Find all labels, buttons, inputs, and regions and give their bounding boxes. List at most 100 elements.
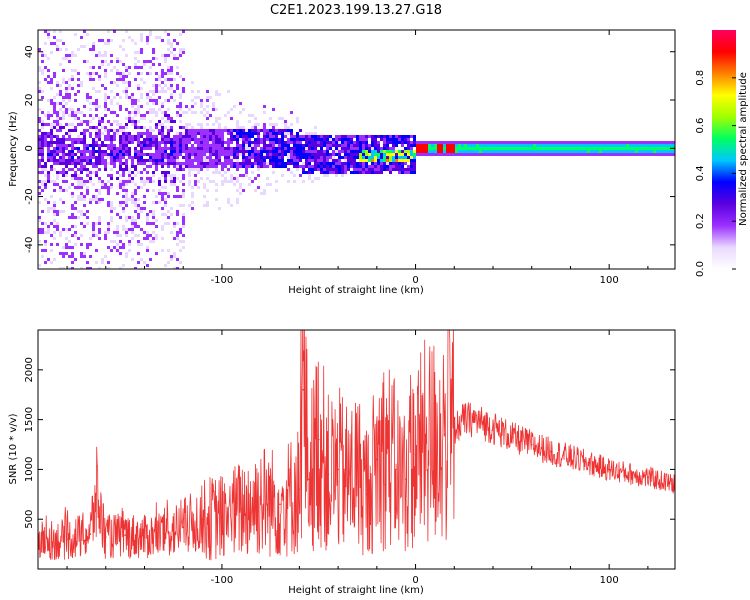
spectrogram-cell <box>200 177 203 180</box>
spectrogram-cell <box>137 135 140 138</box>
spectrogram-cell <box>38 105 41 108</box>
spectrogram-cell <box>77 237 80 240</box>
spectrogram-cell <box>44 78 47 81</box>
spectrogram-cell <box>401 138 404 141</box>
spectrogram-cell <box>236 144 239 147</box>
spectrogram-cell <box>236 162 239 165</box>
spectrogram-cell <box>65 171 68 174</box>
spectrogram-cell <box>71 255 74 258</box>
spectrogram-cell <box>227 198 230 201</box>
spectrogram-cell <box>446 150 449 153</box>
spectrogram-cell <box>629 141 632 144</box>
spectrogram-cell <box>272 153 275 156</box>
spectrogram-cell <box>149 126 152 129</box>
spectrogram-cell <box>125 150 128 153</box>
spectrogram-cell <box>275 156 278 159</box>
spectrogram-cell <box>116 69 119 72</box>
spectrogram-cell <box>515 141 518 144</box>
spectrogram-cell <box>455 159 458 162</box>
spectrogram-cell <box>83 60 86 63</box>
spectrogram-cell <box>575 147 578 150</box>
spectrogram-cell <box>665 144 668 147</box>
spectrogram-cell <box>335 165 338 168</box>
spectrogram-cell <box>407 138 410 141</box>
spectrogram-cell <box>185 165 188 168</box>
spectrogram-cell <box>380 165 383 168</box>
spectrogram-cell <box>191 156 194 159</box>
spectrogram-cell <box>143 114 146 117</box>
spectrogram-cell <box>104 129 107 132</box>
spectrogram-cell <box>203 147 206 150</box>
spectrogram-cell <box>62 198 65 201</box>
spectrogram-cell <box>218 135 221 138</box>
spectrogram-cell <box>221 123 224 126</box>
spectrogram-cell <box>212 114 215 117</box>
spectrogram-cell <box>653 150 656 153</box>
spectrogram-cell <box>599 135 602 138</box>
spectrogram-cell <box>155 267 158 269</box>
spectrogram-cell <box>89 177 92 180</box>
spectrogram-cell <box>218 144 221 147</box>
spectrogram-cell <box>359 165 362 168</box>
spectrogram-cell <box>212 174 215 177</box>
spectrogram-cell <box>554 156 557 159</box>
spectrogram-x-tick-label: 100 <box>600 275 619 286</box>
spectrogram-cell <box>110 249 113 252</box>
spectrogram-cell <box>266 141 269 144</box>
spectrogram-cell <box>494 147 497 150</box>
spectrogram-cell <box>98 117 101 120</box>
spectrogram-cell <box>62 189 65 192</box>
spectrogram-cell <box>323 153 326 156</box>
spectrogram-cell <box>53 120 56 123</box>
spectrogram-cell <box>173 174 176 177</box>
spectrogram-cell <box>227 159 230 162</box>
spectrogram-cell <box>212 153 215 156</box>
spectrogram-cell <box>158 90 161 93</box>
spectrogram-cell <box>650 147 653 150</box>
spectrogram-cell <box>167 114 170 117</box>
spectrogram-cell <box>119 201 122 204</box>
spectrogram-cell <box>530 144 533 147</box>
spectrogram-cell <box>92 48 95 51</box>
spectrogram-cell <box>149 144 152 147</box>
spectrogram-cell <box>602 144 605 147</box>
spectrogram-cell <box>233 162 236 165</box>
spectrogram-cell <box>53 99 56 102</box>
spectrogram-cell <box>374 141 377 144</box>
spectrogram-cell <box>329 144 332 147</box>
spectrogram-cell <box>137 141 140 144</box>
spectrogram-cell <box>134 57 137 60</box>
spectrogram-cell <box>536 144 539 147</box>
spectrogram-cell <box>212 171 215 174</box>
spectrogram-cell <box>92 183 95 186</box>
spectrogram-cell <box>122 180 125 183</box>
spectrogram-cell <box>101 60 104 63</box>
spectrogram-cell <box>95 159 98 162</box>
spectrogram-cell <box>218 93 221 96</box>
spectrogram-cell <box>89 78 92 81</box>
spectrogram-cell <box>203 156 206 159</box>
spectrogram-cell <box>41 120 44 123</box>
spectrogram-cell <box>98 78 101 81</box>
spectrogram-cell <box>536 138 539 141</box>
spectrogram-cell <box>479 153 482 156</box>
spectrogram-cell <box>161 75 164 78</box>
spectrogram-cell <box>401 162 404 165</box>
spectrogram-cell <box>608 147 611 150</box>
spectrogram-cell <box>188 129 191 132</box>
spectrogram-cell <box>56 183 59 186</box>
spectrogram-cell <box>155 138 158 141</box>
spectrogram-cell <box>62 99 65 102</box>
spectrogram-cell <box>167 138 170 141</box>
spectrogram-cell <box>566 159 569 162</box>
spectrogram-cell <box>104 135 107 138</box>
spectrogram-cell <box>149 60 152 63</box>
spectrogram-cell <box>302 153 305 156</box>
spectrogram-cell <box>320 162 323 165</box>
spectrogram-cell <box>65 162 68 165</box>
spectrogram-cell <box>518 150 521 153</box>
spectrogram-cell <box>89 120 92 123</box>
spectrogram-cell <box>554 150 557 153</box>
spectrogram-cell <box>401 144 404 147</box>
spectrogram-cell <box>548 138 551 141</box>
